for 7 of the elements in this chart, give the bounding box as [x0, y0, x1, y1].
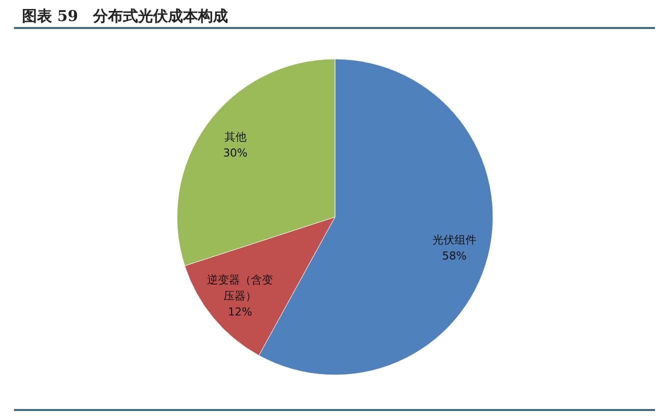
chart-title: 图表 59 分布式光伏成本构成: [22, 7, 228, 25]
data-label: 30%: [223, 146, 248, 160]
slice-label: 光伏组件: [432, 234, 476, 247]
slice-label: 逆变器（含变压器）: [207, 274, 274, 303]
data-label: 12%: [228, 306, 252, 319]
data-label: 58%: [442, 250, 467, 263]
slice-label: 其他: [224, 130, 246, 144]
